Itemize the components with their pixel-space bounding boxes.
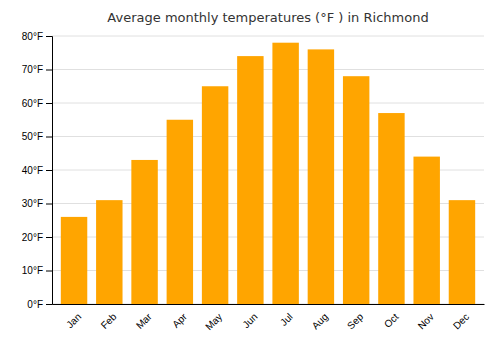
y-tick-label: 70°F xyxy=(22,64,43,75)
y-tick: 50°F xyxy=(22,131,52,142)
y-tick-mark xyxy=(46,271,52,272)
y-tick-mark xyxy=(46,237,52,238)
x-tick-label: May xyxy=(203,311,224,332)
bar xyxy=(413,157,439,304)
y-axis: 0°F 10°F 20°F 30°F 40°F 50°F 60°F 70°F 80°F xyxy=(22,31,53,310)
x-tick-label: Dec xyxy=(451,311,471,331)
x-tick-label: Nov xyxy=(416,311,436,331)
x-tick-label: Jul xyxy=(278,311,295,328)
x-tick: Mar xyxy=(134,311,154,331)
chart-svg: 0°F 10°F 20°F 30°F 40°F 50°F 60°F 70°F 80°F Jan Fe… xyxy=(0,0,500,350)
y-tick: 20°F xyxy=(22,232,52,243)
y-tick-mark xyxy=(46,70,52,71)
y-tick: 70°F xyxy=(22,64,52,75)
y-tick: 60°F xyxy=(22,98,52,109)
bar xyxy=(96,200,122,304)
y-tick: 30°F xyxy=(22,198,52,209)
y-tick-mark xyxy=(46,304,52,305)
x-tick: Feb xyxy=(99,311,119,331)
y-tick-mark xyxy=(46,103,52,104)
x-tick: Oct xyxy=(382,311,401,330)
x-tick: Apr xyxy=(170,311,189,330)
bars xyxy=(61,43,475,304)
bar xyxy=(202,86,228,304)
y-tick-label: 30°F xyxy=(22,198,43,209)
x-tick-label: Apr xyxy=(170,311,189,330)
grid xyxy=(52,36,484,304)
grid-line xyxy=(52,136,484,137)
x-axis-line xyxy=(53,304,485,305)
x-tick: Jun xyxy=(240,311,259,330)
chart-title: Average monthly temperatures (°F ) in Ri… xyxy=(107,10,428,25)
x-tick-label: Jan xyxy=(64,311,83,330)
bar xyxy=(237,56,263,304)
bar xyxy=(272,43,298,304)
y-tick-mark xyxy=(46,204,52,205)
x-tick-label: Aug xyxy=(310,311,330,331)
bar xyxy=(61,217,87,304)
x-tick-label: Sep xyxy=(345,311,366,332)
bar xyxy=(378,113,404,304)
grid-line xyxy=(52,36,484,37)
grid-line xyxy=(52,69,484,70)
y-tick: 40°F xyxy=(22,165,52,176)
chart-container: 0°F 10°F 20°F 30°F 40°F 50°F 60°F 70°F 80°F Jan Fe… xyxy=(0,0,500,350)
y-tick-mark xyxy=(46,170,52,171)
y-tick: 10°F xyxy=(22,265,52,276)
y-tick-label: 0°F xyxy=(27,299,43,310)
x-tick: Sep xyxy=(345,311,366,332)
x-tick: May xyxy=(203,311,224,332)
x-tick: Jul xyxy=(278,311,295,328)
x-tick-label: Oct xyxy=(382,311,401,330)
x-tick-label: Mar xyxy=(134,311,154,331)
bar xyxy=(308,49,334,304)
x-axis: Jan Feb Mar Apr May Jun Jul Aug Sep Oct Nov Dec xyxy=(53,305,485,333)
bar xyxy=(167,120,193,304)
y-tick: 0°F xyxy=(27,299,52,310)
x-tick-label: Jun xyxy=(240,311,259,330)
y-tick-mark xyxy=(46,36,52,37)
y-tick-mark xyxy=(46,137,52,138)
y-tick: 80°F xyxy=(22,31,52,42)
x-tick-label: Feb xyxy=(99,311,119,331)
x-tick: Nov xyxy=(416,311,436,331)
x-tick: Aug xyxy=(310,311,330,331)
x-tick: Dec xyxy=(451,311,471,331)
y-tick-label: 60°F xyxy=(22,98,43,109)
bar xyxy=(343,76,369,304)
y-tick-label: 50°F xyxy=(22,131,43,142)
grid-line xyxy=(52,103,484,104)
x-tick: Jan xyxy=(64,311,83,330)
y-tick-label: 40°F xyxy=(22,165,43,176)
plot-area: 0°F 10°F 20°F 30°F 40°F 50°F 60°F 70°F 80°F Jan Fe… xyxy=(22,31,485,333)
bar xyxy=(131,160,157,304)
y-axis-line xyxy=(46,37,53,305)
y-tick-label: 10°F xyxy=(22,265,43,276)
y-tick-label: 80°F xyxy=(22,31,43,42)
bar xyxy=(449,200,475,304)
y-tick-label: 20°F xyxy=(22,232,43,243)
